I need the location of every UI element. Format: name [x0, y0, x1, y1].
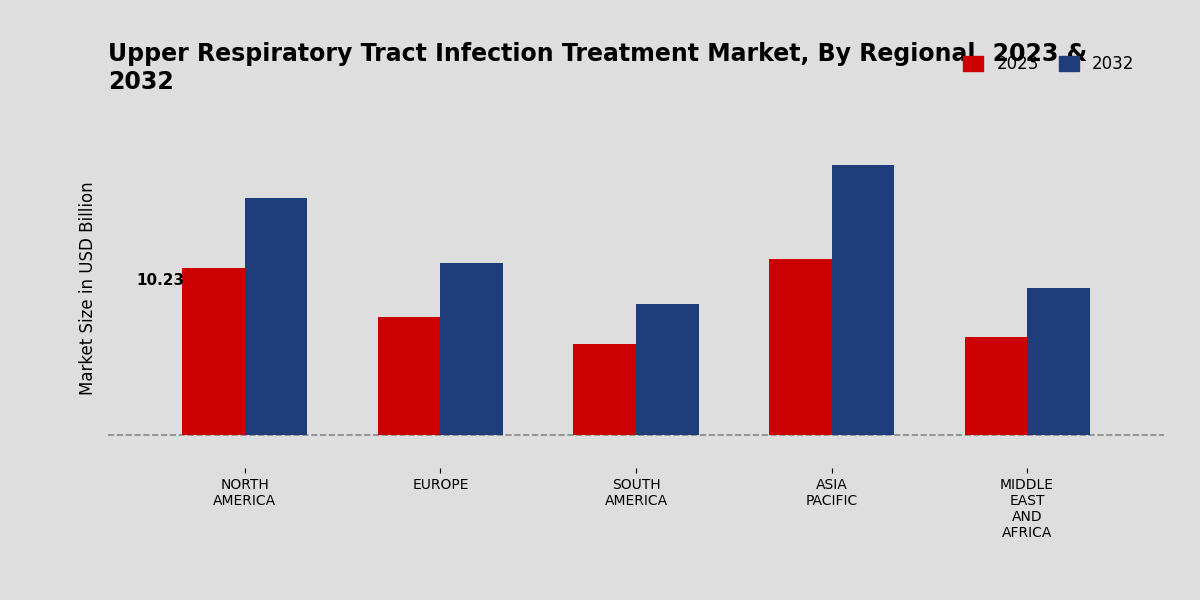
Bar: [965, 337, 1027, 435]
Bar: [245, 198, 307, 435]
Text: 10.23: 10.23: [136, 273, 185, 288]
Bar: [440, 263, 503, 435]
Legend: 2023, 2032: 2023, 2032: [964, 55, 1134, 73]
Bar: [574, 344, 636, 435]
Bar: [636, 304, 698, 435]
Bar: [769, 259, 832, 435]
Text: Upper Respiratory Tract Infection Treatment Market, By Regional, 2023 &
2032: Upper Respiratory Tract Infection Treatm…: [108, 42, 1087, 94]
Bar: [182, 268, 245, 435]
Bar: [1027, 288, 1090, 435]
Bar: [378, 317, 440, 435]
Bar: [832, 165, 894, 435]
Y-axis label: Market Size in USD Billion: Market Size in USD Billion: [79, 181, 97, 395]
